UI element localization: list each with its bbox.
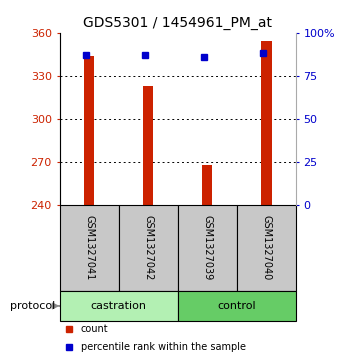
Bar	[261, 41, 272, 205]
Bar	[60, 291, 177, 321]
Text: GSM1327040: GSM1327040	[261, 215, 271, 281]
Text: castration: castration	[91, 301, 147, 311]
Bar	[60, 205, 119, 291]
Bar	[177, 291, 296, 321]
Text: protocol: protocol	[9, 301, 55, 311]
Text: control: control	[217, 301, 256, 311]
Bar	[177, 205, 237, 291]
Text: GSM1327042: GSM1327042	[143, 215, 153, 281]
Text: count: count	[81, 325, 108, 334]
Text: GSM1327041: GSM1327041	[84, 215, 94, 281]
Text: GSM1327039: GSM1327039	[202, 215, 212, 281]
Bar	[119, 205, 177, 291]
Bar	[237, 205, 296, 291]
Bar	[143, 86, 153, 205]
Text: percentile rank within the sample: percentile rank within the sample	[81, 342, 246, 352]
Bar	[202, 165, 212, 205]
Title: GDS5301 / 1454961_PM_at: GDS5301 / 1454961_PM_at	[83, 16, 272, 30]
Bar	[84, 56, 94, 205]
